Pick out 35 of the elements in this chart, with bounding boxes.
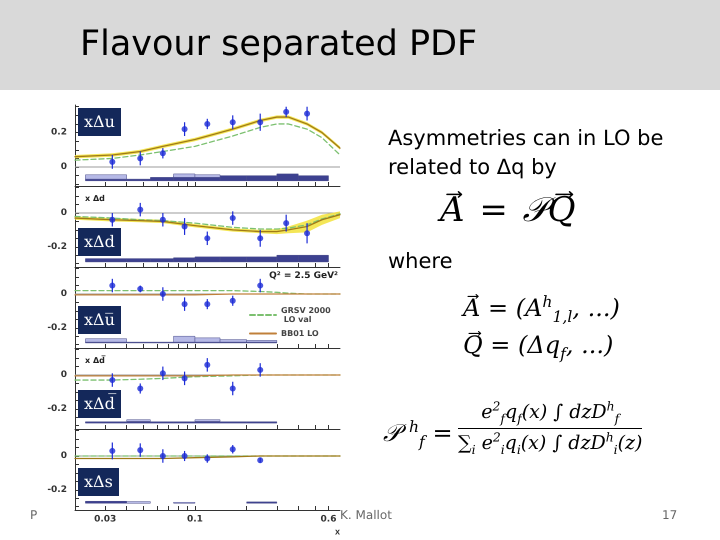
legend-label: BB01 LO	[281, 329, 319, 338]
text: 𝒫$^{h}$$_{f}$ =	[383, 418, 453, 451]
y-tick-label: 0	[60, 451, 67, 461]
annotation: K. Mallot	[340, 508, 392, 522]
annotation: xΔd	[78, 228, 121, 256]
annotation: Q² = 2.5 GeV²	[269, 271, 338, 281]
y-tick-label: -0.2	[47, 242, 67, 252]
x-axis-title: x	[334, 526, 340, 536]
legend-label: GRSV 2000 LO val	[281, 306, 332, 324]
annotation: xΔs	[78, 468, 119, 496]
text: Flavour separated PDF	[80, 24, 478, 64]
y-tick-label: 0	[60, 370, 67, 380]
text: 17	[662, 508, 678, 522]
text: where	[388, 248, 454, 275]
text: Q = (Δq$_{f}$, ...)	[463, 331, 614, 363]
x-tick-label: 0.6	[320, 514, 336, 524]
y-tick-label: 0	[60, 208, 67, 218]
x-tick-label: 0.03	[94, 514, 116, 524]
y-tick-label: -0.2	[47, 322, 67, 333]
y-tick-label: 0	[60, 162, 67, 172]
annotation: xΔu	[78, 108, 121, 136]
text: ∑$_{i}$ e$^{2}$$_{i}$q$_{i}$(x) ∫ dzD$^{h}$$_{i}$(z)	[458, 431, 642, 458]
text: A = (A$^{h}$$_{1,l}$, ...)	[463, 293, 620, 326]
x-tick-label: 0.1	[186, 514, 203, 524]
y-tick-label: 0	[60, 289, 67, 299]
y-tick-label: 0.2	[51, 128, 67, 138]
text: A = 𝒫Q	[440, 190, 576, 230]
y-tick-label: -0.2	[47, 484, 67, 495]
annotation: x Δd	[85, 194, 105, 203]
annotation: x Δd̅	[85, 356, 105, 365]
text: P	[30, 508, 38, 522]
text: Asymmetries can in LO be related to Δq by	[388, 125, 664, 181]
annotation: xΔd̅	[78, 390, 121, 418]
annotation: xΔu̅	[78, 306, 121, 334]
y-tick-label: -0.2	[47, 404, 67, 414]
